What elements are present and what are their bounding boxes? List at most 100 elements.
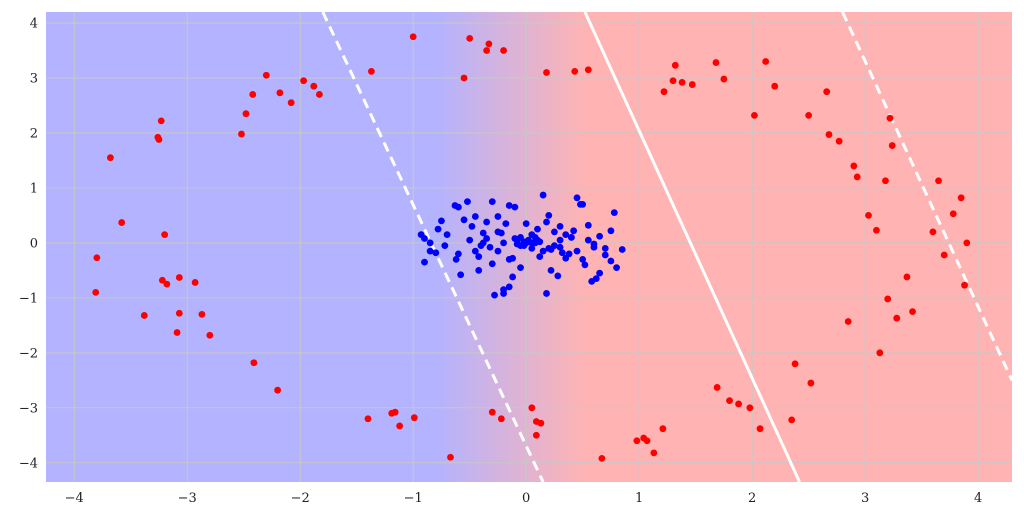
point-s1-81 (475, 253, 483, 261)
x-tick-label-6: 2 (748, 491, 756, 506)
x-tick-label-7: 3 (861, 491, 869, 506)
point-s1-106 (556, 222, 564, 230)
point-s1-8 (454, 203, 462, 211)
point-s0-14 (310, 82, 318, 90)
point-s0-24 (161, 231, 169, 239)
point-s0-27 (158, 276, 166, 284)
point-s0-54 (650, 449, 658, 457)
point-s0-71 (788, 416, 796, 424)
point-s1-107 (513, 236, 521, 244)
point-s1-34 (596, 232, 604, 240)
point-s0-6 (367, 67, 375, 75)
point-s0-50 (598, 454, 606, 462)
point-s0-76 (825, 131, 833, 138)
point-s1-60 (590, 243, 598, 251)
point-s0-72 (791, 360, 799, 368)
point-s1-66 (466, 236, 474, 244)
point-s0-92 (935, 177, 942, 185)
point-s0-57 (669, 77, 677, 85)
point-s0-25 (93, 254, 101, 262)
point-s1-98 (479, 239, 487, 247)
point-s0-74 (805, 111, 813, 119)
point-s0-69 (746, 404, 754, 412)
point-s0-35 (206, 331, 214, 339)
point-s1-36 (607, 257, 615, 265)
point-s1-96 (543, 290, 550, 297)
point-s1-54 (454, 250, 462, 258)
point-s1-67 (601, 244, 609, 252)
point-s1-30 (573, 194, 581, 202)
tick-labels: −4 −3 −2 −1 0 1 2 3 4 4 3 2 1 0 −1 −2 −3 −4 (19, 16, 982, 506)
point-s1-14 (483, 218, 491, 226)
point-s0-12 (287, 99, 295, 107)
point-s1-84 (554, 272, 562, 280)
point-s0-58 (671, 61, 679, 69)
y-tick-label-5: −1 (19, 291, 38, 306)
point-s0-55 (659, 425, 667, 433)
point-s1-25 (545, 211, 553, 219)
point-s0-19 (157, 117, 165, 125)
point-s1-95 (577, 200, 584, 208)
point-s1-52 (596, 269, 604, 277)
point-s0-17 (242, 110, 250, 118)
x-tick-label-8: 4 (974, 491, 982, 506)
point-s0-38 (364, 415, 372, 423)
point-s1-38 (421, 258, 428, 266)
point-s1-103 (536, 253, 544, 261)
point-s0-7 (543, 69, 550, 76)
point-s1-5 (434, 225, 442, 233)
point-s1-18 (505, 202, 513, 209)
point-s1-80 (570, 227, 578, 235)
point-s0-65 (751, 111, 758, 119)
point-s0-64 (771, 82, 779, 90)
point-s0-70 (756, 425, 764, 433)
point-s1-51 (584, 236, 592, 244)
point-s1-24 (539, 191, 547, 199)
point-s0-13 (300, 77, 307, 85)
point-s1-37 (613, 264, 620, 272)
point-s1-61 (488, 260, 496, 268)
point-s1-92 (509, 273, 517, 281)
y-tick-label-4: 0 (30, 236, 38, 251)
y-tick-label-7: −3 (19, 401, 38, 416)
point-s0-84 (888, 142, 896, 149)
point-s1-19 (511, 203, 519, 211)
point-s1-90 (500, 290, 507, 297)
point-s0-94 (949, 210, 957, 218)
point-s1-65 (579, 255, 587, 263)
point-s0-4 (483, 47, 491, 54)
point-s0-0 (409, 33, 417, 41)
point-s1-71 (547, 266, 555, 274)
point-s1-99 (565, 250, 573, 258)
point-s1-74 (536, 238, 544, 246)
point-s1-15 (488, 198, 496, 206)
point-s1-28 (562, 231, 570, 239)
point-s0-1 (466, 34, 474, 42)
point-s0-95 (957, 194, 965, 202)
point-s0-32 (140, 312, 148, 319)
point-s1-82 (581, 261, 589, 269)
point-s0-26 (92, 288, 100, 296)
y-tick-label-3: 1 (30, 181, 38, 196)
point-s0-21 (155, 136, 163, 143)
point-s0-61 (712, 59, 720, 66)
point-s0-29 (175, 274, 183, 281)
point-s1-45 (517, 264, 524, 272)
x-tick-label-0: −4 (65, 491, 84, 506)
point-s0-9 (584, 66, 592, 74)
point-s1-68 (494, 213, 502, 220)
x-tick-label-4: 0 (522, 491, 530, 506)
point-s1-13 (479, 229, 487, 237)
point-s1-22 (528, 244, 536, 252)
point-s0-96 (961, 281, 968, 289)
point-s1-88 (426, 239, 434, 247)
point-s0-68 (735, 400, 742, 408)
point-s1-10 (464, 198, 471, 206)
point-s0-23 (118, 219, 126, 226)
point-s0-81 (873, 226, 880, 234)
point-s0-5 (460, 74, 468, 82)
point-s0-45 (497, 415, 505, 423)
point-s0-56 (660, 88, 668, 96)
